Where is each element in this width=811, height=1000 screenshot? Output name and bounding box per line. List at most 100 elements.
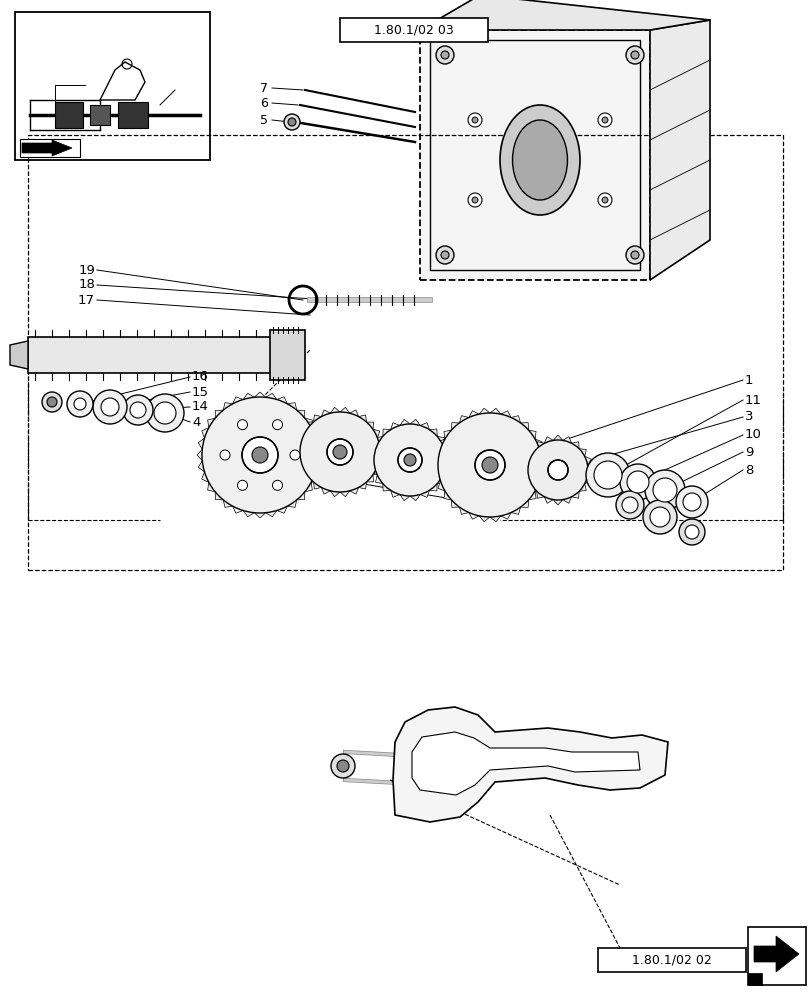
Circle shape [397,448,422,472]
Circle shape [471,117,478,123]
Bar [419,30,649,280]
Text: 6: 6 [260,97,268,110]
Polygon shape [197,392,323,518]
Circle shape [101,398,119,416]
Bar [90,105,109,125]
Text: 7: 7 [260,82,268,95]
Circle shape [242,437,277,473]
Circle shape [482,457,497,473]
Bar [28,135,782,570]
Circle shape [272,420,282,430]
Polygon shape [522,435,592,505]
Ellipse shape [500,105,579,215]
Bar [747,927,805,985]
Circle shape [437,413,541,517]
Bar [597,948,745,972]
Text: 4: 4 [191,416,200,428]
Circle shape [630,251,638,259]
Circle shape [586,453,629,497]
Circle shape [642,500,676,534]
Circle shape [288,118,296,126]
Text: 14: 14 [191,400,208,414]
Text: 19: 19 [78,263,95,276]
Polygon shape [411,732,639,795]
Circle shape [42,392,62,412]
Text: 1: 1 [744,373,753,386]
Circle shape [272,480,282,490]
Circle shape [47,397,57,407]
Circle shape [625,46,643,64]
Circle shape [284,114,299,130]
Circle shape [374,424,445,496]
Circle shape [601,117,607,123]
Circle shape [626,471,648,493]
Circle shape [467,193,482,207]
Polygon shape [22,140,72,156]
Ellipse shape [512,120,567,200]
Circle shape [597,113,611,127]
Text: 1.80.1/02 03: 1.80.1/02 03 [374,24,453,37]
Circle shape [652,478,676,502]
Circle shape [594,461,621,489]
Circle shape [597,193,611,207]
Circle shape [474,450,504,480]
Circle shape [527,440,587,500]
Circle shape [630,51,638,59]
Text: 9: 9 [744,446,753,458]
Circle shape [299,412,380,492]
Polygon shape [753,936,798,972]
Circle shape [290,450,299,460]
Polygon shape [649,20,709,280]
Polygon shape [28,337,294,373]
Circle shape [678,519,704,545]
Circle shape [625,246,643,264]
Circle shape [154,402,176,424]
Polygon shape [368,419,450,501]
Circle shape [237,480,247,490]
Circle shape [547,460,568,480]
Circle shape [676,486,707,518]
Circle shape [130,402,146,418]
Text: 13: 13 [460,478,476,490]
Bar [118,102,148,128]
Text: 8: 8 [744,464,753,477]
Circle shape [327,439,353,465]
Circle shape [67,391,93,417]
Text: 18: 18 [78,278,95,292]
Polygon shape [10,341,28,369]
Bar [55,102,83,128]
Text: 17: 17 [78,294,95,306]
Bar [20,139,80,157]
Circle shape [616,491,643,519]
Circle shape [404,454,415,466]
Circle shape [337,760,349,772]
Circle shape [621,497,637,513]
Circle shape [601,197,607,203]
Circle shape [220,450,230,460]
Text: 12: 12 [460,493,476,506]
Circle shape [146,394,184,432]
Circle shape [436,246,453,264]
Text: 3: 3 [744,410,753,424]
Text: 1.80.1/02 02: 1.80.1/02 02 [631,953,711,966]
Circle shape [331,754,354,778]
Circle shape [93,390,127,424]
Circle shape [74,398,86,410]
Circle shape [644,470,684,510]
Bar [270,330,305,380]
Bar [15,12,210,160]
Circle shape [237,420,247,430]
Circle shape [620,464,655,500]
Circle shape [251,447,268,463]
Polygon shape [294,407,384,497]
Polygon shape [747,973,761,985]
Circle shape [467,113,482,127]
Text: 5: 5 [260,114,268,127]
Polygon shape [419,0,709,30]
Circle shape [333,445,346,459]
Text: 16: 16 [191,370,208,383]
Text: 15: 15 [191,385,208,398]
Bar [340,18,487,42]
Circle shape [436,46,453,64]
Text: 10: 10 [744,428,761,442]
